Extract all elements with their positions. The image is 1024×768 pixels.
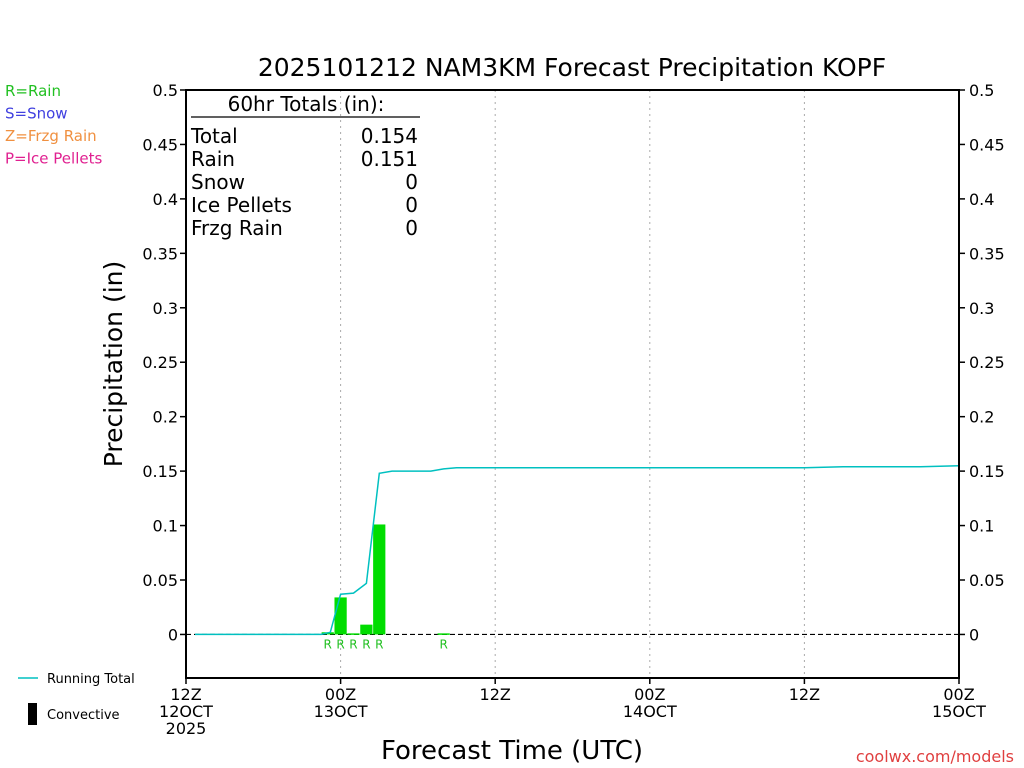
bar-type-label: R xyxy=(324,637,332,651)
credit-text: coolwx.com/models xyxy=(856,747,1014,766)
y-tick-label-right: 0.05 xyxy=(969,571,1005,590)
y-tick-label-left: 0.4 xyxy=(153,190,178,209)
totals-row-value: 0 xyxy=(405,216,418,240)
x-tick-label: 00Z xyxy=(325,685,356,704)
totals-row-value: 0.151 xyxy=(361,147,418,171)
y-axis-label: Precipitation (in) xyxy=(99,261,128,468)
y-tick-label-left: 0.3 xyxy=(153,299,178,318)
precip-bar xyxy=(437,633,450,635)
y-tick-label-right: 0.4 xyxy=(969,190,994,209)
y-axis-ticks: 0.5 0.5 0.45 0.45 0.4 0.4 0.35 0.35 0.3 0.3 0.25 0.… xyxy=(142,81,1004,644)
type-legend-entry: R=Rain xyxy=(5,82,61,100)
totals-box: 60hr Totals (in): Total 0.154 Rain 0.151 Snow… xyxy=(190,92,420,240)
plot-frame xyxy=(185,89,960,679)
totals-row-label: Ice Pellets xyxy=(191,193,292,217)
x-tick-label: 00Z xyxy=(943,685,974,704)
type-legend-entry: S=Snow xyxy=(5,105,68,123)
x-grid-lines xyxy=(186,90,959,678)
x-tick-label: 00Z xyxy=(634,685,665,704)
series-legend: Running Total Convective xyxy=(18,672,135,725)
x-tick-label: 12OCT xyxy=(159,702,213,721)
y-tick-label-left: 0.5 xyxy=(153,81,178,100)
x-tick-label: 2025 xyxy=(166,719,207,738)
x-tick-label: 13OCT xyxy=(314,702,368,721)
type-legend-entry: Z=Frzg Rain xyxy=(5,127,97,145)
precip-bar xyxy=(347,633,360,635)
legend-entry-label: Running Total xyxy=(47,672,135,687)
y-tick-label-right: 0.15 xyxy=(969,462,1005,481)
type-legend-entry: P=Ice Pellets xyxy=(5,150,102,168)
y-tick-label-right: 0 xyxy=(969,625,979,644)
totals-row-label: Snow xyxy=(191,170,245,194)
y-tick-label-left: 0.2 xyxy=(153,408,178,427)
x-tick-label: 12Z xyxy=(480,685,511,704)
totals-row-label: Frzg Rain xyxy=(191,216,283,240)
y-tick-label-right: 0.45 xyxy=(969,135,1005,154)
precip-bar xyxy=(334,597,347,635)
totals-row-label: Rain xyxy=(191,147,235,171)
y-tick-label-right: 0.5 xyxy=(969,81,994,100)
precip-bar xyxy=(360,624,373,635)
y-tick-label-left: 0 xyxy=(168,625,178,644)
y-tick-label-right: 0.35 xyxy=(969,244,1005,263)
totals-row-value: 0 xyxy=(405,193,418,217)
legend-bar-swatch xyxy=(28,703,37,725)
y-tick-label-left: 0.05 xyxy=(142,571,178,590)
precip-bar xyxy=(373,524,386,635)
x-tick-label: 12Z xyxy=(789,685,820,704)
x-axis-label: Forecast Time (UTC) xyxy=(381,736,643,766)
y-tick-label-left: 0.15 xyxy=(142,462,178,481)
y-tick-label-right: 0.2 xyxy=(969,408,994,427)
y-tick-label-right: 0.1 xyxy=(969,517,994,536)
running-total-line xyxy=(195,464,960,636)
totals-row-label: Total xyxy=(190,124,238,148)
bar-type-label: R xyxy=(336,637,344,651)
bar-type-label: R xyxy=(375,637,383,651)
totals-row-value: 0.154 xyxy=(361,124,418,148)
bar-type-label: R xyxy=(362,637,370,651)
bar-type-label: R xyxy=(439,637,447,651)
x-tick-label: 14OCT xyxy=(623,702,677,721)
x-tick-label: 15OCT xyxy=(932,702,986,721)
running-total-series xyxy=(195,464,960,636)
bar-type-label: R xyxy=(349,637,357,651)
x-tick-label: 12Z xyxy=(170,685,201,704)
y-tick-label-left: 0.25 xyxy=(142,353,178,372)
plot-border xyxy=(185,89,960,679)
totals-heading: 60hr Totals (in): xyxy=(228,92,385,116)
y-tick-label-left: 0.1 xyxy=(153,517,178,536)
chart-title: 2025101212 NAM3KM Forecast Precipitation… xyxy=(258,53,886,82)
precip-type-legend: R=Rain S=Snow Z=Frzg Rain P=Ice Pellets xyxy=(5,82,102,168)
y-tick-label-right: 0.3 xyxy=(969,299,994,318)
totals-row-value: 0 xyxy=(405,170,418,194)
legend-entry-label: Convective xyxy=(47,708,120,723)
y-tick-label-left: 0.45 xyxy=(142,135,178,154)
y-tick-label-left: 0.35 xyxy=(142,244,178,263)
y-tick-label-right: 0.25 xyxy=(969,353,1005,372)
